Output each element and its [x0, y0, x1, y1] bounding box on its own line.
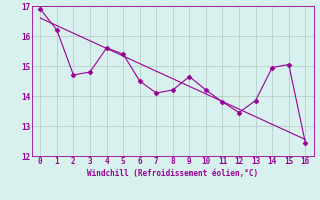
X-axis label: Windchill (Refroidissement éolien,°C): Windchill (Refroidissement éolien,°C)	[87, 169, 258, 178]
